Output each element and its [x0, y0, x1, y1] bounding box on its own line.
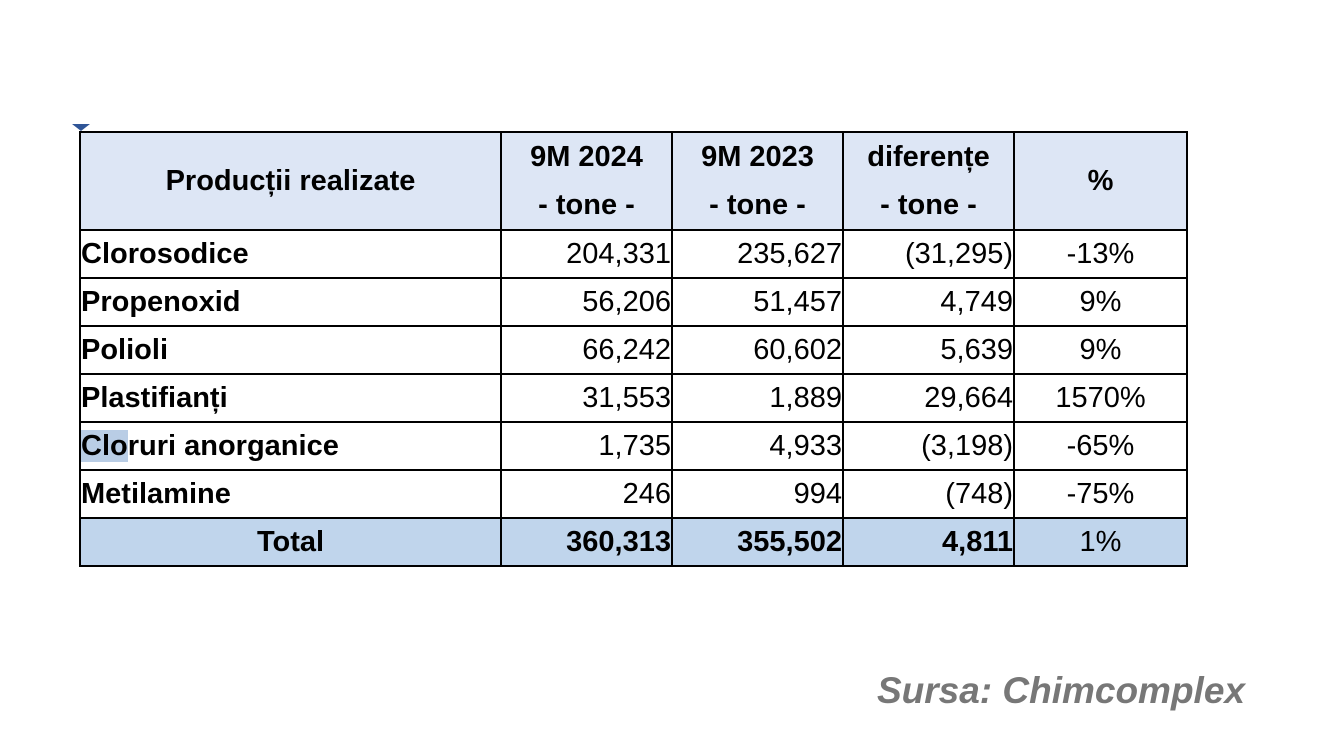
cell-9m-2023[interactable]: 51,457 — [671, 277, 844, 327]
cell-percent[interactable]: 1570% — [1013, 373, 1188, 423]
cell-9m-2024[interactable]: 246 — [500, 469, 673, 519]
table-row: Propenoxid 56,206 51,457 4,749 9% — [79, 277, 1188, 327]
cell-percent[interactable]: 9% — [1013, 325, 1188, 375]
table-row: Metilamine 246 994 (748) -75% — [79, 469, 1188, 519]
cell-9m-2024[interactable]: 31,553 — [500, 373, 673, 423]
cell-total-difference[interactable]: 4,811 — [842, 517, 1015, 567]
text-selection-highlight: Clo — [81, 430, 128, 462]
production-table: Producții realizate 9M 2024- tone - 9M 2… — [79, 131, 1188, 567]
cell-percent[interactable]: -75% — [1013, 469, 1188, 519]
cell-selection-marker — [72, 124, 90, 131]
cell-product[interactable]: Plastifianți — [79, 373, 502, 423]
cell-9m-2023[interactable]: 235,627 — [671, 229, 844, 279]
table-row: Plastifianți 31,553 1,889 29,664 1570% — [79, 373, 1188, 423]
cell-difference[interactable]: (748) — [842, 469, 1015, 519]
cell-total-label[interactable]: Total — [79, 517, 502, 567]
table-row: Cloruri anorganice 1,735 4,933 (3,198) -… — [79, 421, 1188, 471]
cell-product[interactable]: Metilamine — [79, 469, 502, 519]
cell-percent[interactable]: -65% — [1013, 421, 1188, 471]
cell-9m-2024[interactable]: 66,242 — [500, 325, 673, 375]
cell-difference[interactable]: 29,664 — [842, 373, 1015, 423]
cell-9m-2024[interactable]: 56,206 — [500, 277, 673, 327]
table-header-row: Producții realizate 9M 2024- tone - 9M 2… — [79, 131, 1188, 231]
cell-9m-2024[interactable]: 1,735 — [500, 421, 673, 471]
cell-product[interactable]: Polioli — [79, 325, 502, 375]
total-row: Total 360,313 355,502 4,811 1% — [79, 517, 1188, 567]
cell-product-selected[interactable]: Cloruri anorganice — [79, 421, 502, 471]
cell-difference[interactable]: (3,198) — [842, 421, 1015, 471]
source-caption: Sursa: Chimcomplex — [876, 670, 1245, 711]
cell-product[interactable]: Propenoxid — [79, 277, 502, 327]
cell-9m-2023[interactable]: 994 — [671, 469, 844, 519]
cell-percent[interactable]: 9% — [1013, 277, 1188, 327]
header-9m-2024[interactable]: 9M 2024- tone - — [500, 131, 673, 231]
cell-total-9m-2023[interactable]: 355,502 — [671, 517, 844, 567]
cell-9m-2023[interactable]: 4,933 — [671, 421, 844, 471]
header-difference[interactable]: diferențe - tone - — [842, 131, 1015, 231]
cell-difference[interactable]: 4,749 — [842, 277, 1015, 327]
cell-product[interactable]: Clorosodice — [79, 229, 502, 279]
cell-9m-2024[interactable]: 204,331 — [500, 229, 673, 279]
header-product[interactable]: Producții realizate — [79, 131, 502, 231]
cell-total-9m-2024[interactable]: 360,313 — [500, 517, 673, 567]
header-9m-2023[interactable]: 9M 2023- tone - — [671, 131, 844, 231]
table-row: Polioli 66,242 60,602 5,639 9% — [79, 325, 1188, 375]
cell-difference[interactable]: (31,295) — [842, 229, 1015, 279]
cell-9m-2023[interactable]: 60,602 — [671, 325, 844, 375]
cell-total-percent[interactable]: 1% — [1013, 517, 1188, 567]
table-row: Clorosodice 204,331 235,627 (31,295) -13… — [79, 229, 1188, 279]
cell-percent[interactable]: -13% — [1013, 229, 1188, 279]
header-percent[interactable]: % — [1013, 131, 1188, 231]
cell-9m-2023[interactable]: 1,889 — [671, 373, 844, 423]
cell-difference[interactable]: 5,639 — [842, 325, 1015, 375]
